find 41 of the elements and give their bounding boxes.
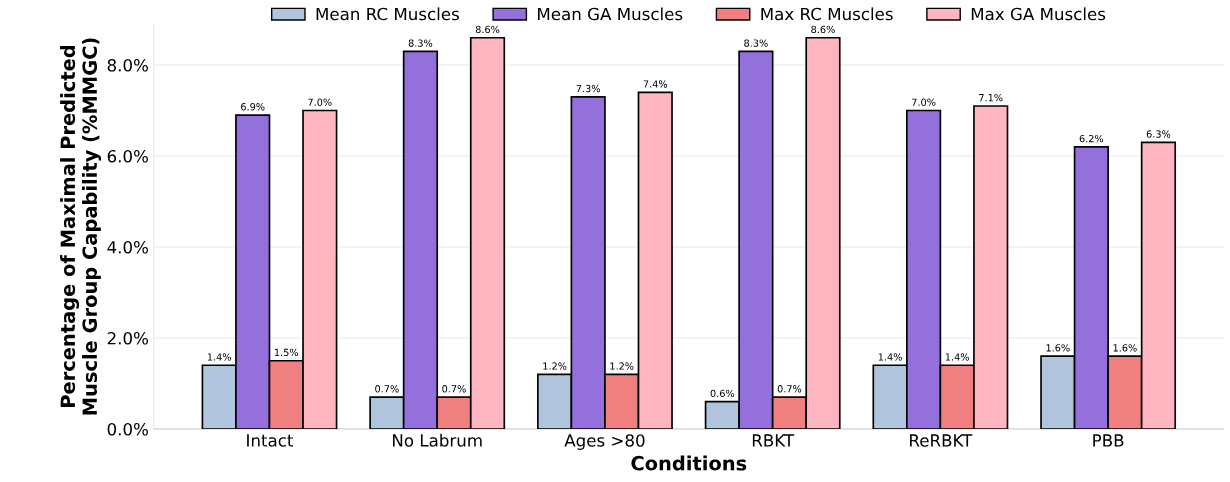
data-label: 0.6%: [710, 389, 735, 398]
data-label: 6.3%: [1146, 130, 1171, 138]
x-tick-label: ReRBKT: [910, 434, 973, 447]
data-label: 6.2%: [1079, 134, 1104, 143]
y-tick-label: 2.0%: [107, 331, 148, 345]
data-label: 7.4%: [643, 80, 668, 88]
y-axis-title: Percentage of Maximal Predicted Muscle Group Capability (%MMGC): [60, 38, 101, 415]
x-tick-label: PBB: [1093, 434, 1124, 447]
x-tick-label: No Labrum: [393, 433, 482, 447]
x-tick-label: RBKT: [752, 434, 795, 447]
data-label: 7.0%: [308, 98, 332, 106]
data-label: 1.4%: [945, 353, 969, 361]
data-label: 1.2%: [543, 362, 567, 370]
data-label: 1.5%: [274, 348, 299, 357]
data-label: 7.3%: [576, 84, 600, 93]
legend-label: Max GA Muscles: [971, 7, 1106, 21]
data-label: 8.3%: [408, 39, 433, 47]
data-label: 1.4%: [878, 353, 902, 361]
legend-label: Max RC Muscles: [761, 7, 893, 21]
x-tick-label: Intact: [247, 434, 294, 447]
legend-label: Mean GA Muscles: [538, 7, 683, 21]
y-tick-label: 4.0%: [107, 240, 148, 254]
data-label: 8.3%: [744, 39, 768, 47]
y-tick-label: 8.0%: [107, 59, 148, 72]
data-label: 1.6%: [1046, 344, 1070, 352]
data-label: 1.4%: [207, 353, 231, 361]
data-label: 8.6%: [475, 25, 500, 34]
data-label: 0.7%: [777, 385, 802, 393]
data-label: 7.0%: [912, 98, 936, 106]
data-label: 6.9%: [241, 103, 265, 111]
x-tick-label: Ages >80: [564, 434, 645, 450]
y-tick-label: 6.0%: [107, 149, 148, 163]
x-axis-title: Conditions: [631, 455, 747, 471]
data-label: 0.7%: [442, 385, 466, 393]
data-label: 8.6%: [811, 25, 835, 34]
legend-label: Mean RC Muscles: [316, 7, 459, 21]
data-label: 7.1%: [979, 93, 1003, 102]
data-label: 1.6%: [1113, 344, 1137, 352]
data-label: 0.7%: [375, 385, 399, 393]
data-label: 1.2%: [610, 362, 634, 370]
y-tick-label: 0.0%: [107, 422, 148, 436]
